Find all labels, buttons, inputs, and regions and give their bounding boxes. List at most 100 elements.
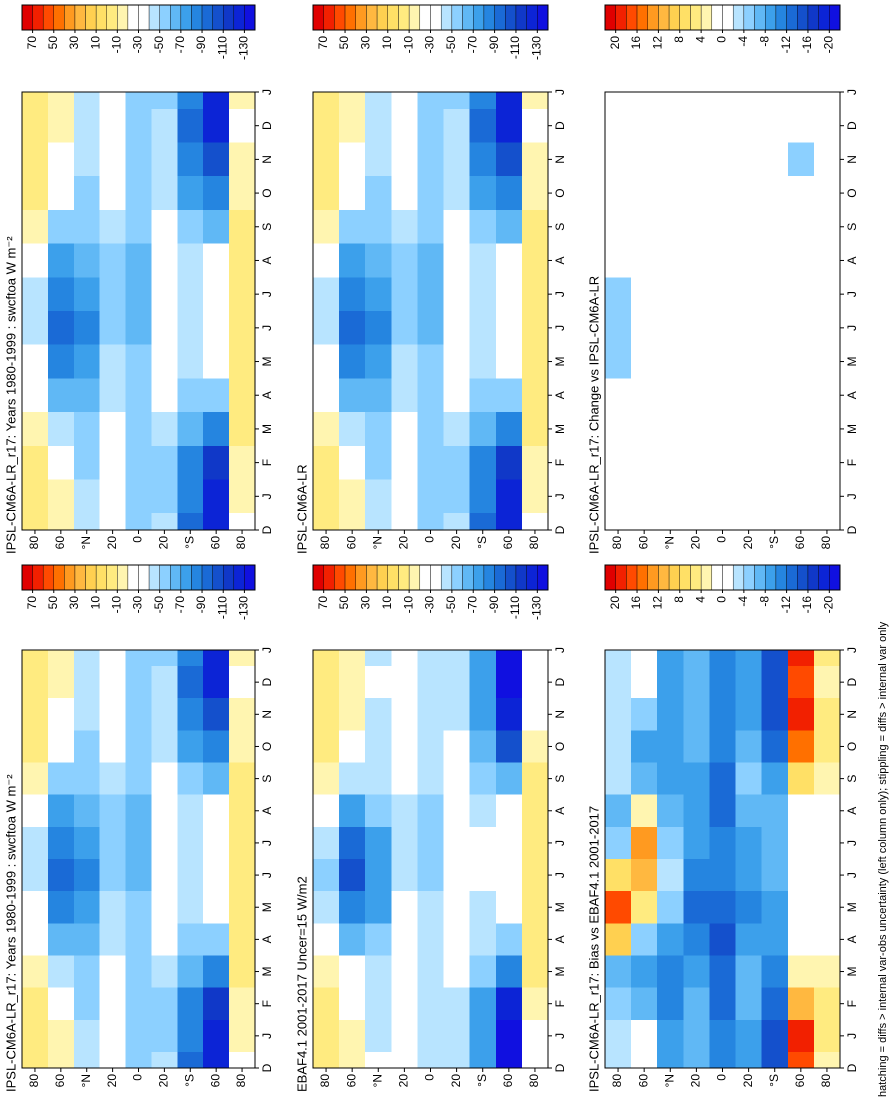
x-tick-label: D bbox=[553, 121, 567, 130]
cell bbox=[229, 890, 255, 924]
cell bbox=[73, 890, 101, 924]
cell bbox=[683, 276, 711, 311]
cell bbox=[735, 411, 763, 446]
cell bbox=[735, 377, 763, 413]
x-tick-label: O bbox=[260, 742, 274, 751]
cell bbox=[631, 175, 658, 210]
cell bbox=[787, 729, 815, 763]
colorbar-box bbox=[106, 4, 118, 31]
cell bbox=[313, 411, 340, 446]
cell bbox=[339, 650, 366, 667]
x-tick-label: A bbox=[260, 807, 274, 815]
cell bbox=[813, 858, 840, 892]
cell bbox=[761, 478, 789, 514]
cell bbox=[125, 276, 153, 311]
cell bbox=[47, 478, 75, 514]
colorbar-box bbox=[765, 564, 777, 591]
cell bbox=[631, 141, 658, 177]
cell bbox=[735, 954, 763, 988]
cell bbox=[417, 761, 445, 795]
cell bbox=[391, 729, 419, 763]
cell bbox=[761, 175, 789, 210]
colorbar-box bbox=[775, 564, 787, 591]
cell bbox=[631, 344, 658, 379]
cell bbox=[683, 411, 711, 446]
cell bbox=[125, 108, 153, 143]
colorbar-label: 50 bbox=[46, 596, 60, 610]
cell bbox=[631, 276, 658, 311]
cell bbox=[469, 665, 497, 699]
cell bbox=[339, 890, 366, 924]
colorbar-box bbox=[53, 564, 65, 591]
cell bbox=[761, 1019, 789, 1052]
cell bbox=[521, 445, 548, 480]
cell bbox=[229, 175, 255, 210]
cell bbox=[125, 445, 153, 480]
cell bbox=[365, 478, 392, 514]
cell bbox=[735, 209, 763, 244]
cell bbox=[631, 761, 658, 795]
y-tick-label: 80 bbox=[27, 1074, 41, 1088]
cell bbox=[339, 310, 366, 345]
y-tick-label: 60 bbox=[344, 1074, 358, 1088]
cell bbox=[47, 310, 75, 345]
colorbar-box bbox=[334, 564, 346, 591]
cell bbox=[631, 92, 658, 109]
cell bbox=[47, 890, 75, 924]
cell bbox=[683, 761, 711, 795]
cell bbox=[605, 108, 632, 143]
cell bbox=[391, 794, 419, 827]
colorbar-box bbox=[344, 564, 356, 591]
cell bbox=[22, 650, 49, 667]
cell bbox=[151, 761, 178, 795]
colorbar-label: 10 bbox=[380, 36, 394, 50]
cell bbox=[469, 650, 497, 667]
cell bbox=[47, 954, 75, 988]
cell bbox=[417, 729, 445, 763]
cell bbox=[605, 411, 632, 446]
cell bbox=[495, 411, 523, 446]
cell bbox=[469, 826, 497, 859]
cell bbox=[417, 665, 445, 699]
cell bbox=[683, 141, 711, 177]
cell bbox=[443, 1019, 471, 1052]
cell bbox=[735, 922, 763, 956]
cell bbox=[657, 276, 684, 311]
colorbar-label: -130 bbox=[529, 596, 543, 620]
cell bbox=[229, 310, 255, 345]
y-tick-label: °N bbox=[662, 1074, 676, 1087]
colorbar-label: -110 bbox=[215, 36, 229, 59]
colorbar-label: -20 bbox=[821, 36, 835, 54]
x-tick-label: A bbox=[845, 391, 859, 399]
field bbox=[313, 92, 548, 530]
cell bbox=[99, 175, 127, 210]
cell bbox=[391, 761, 419, 795]
cell bbox=[443, 108, 471, 143]
cell bbox=[99, 92, 127, 109]
cell bbox=[761, 890, 789, 924]
colorbar-box bbox=[679, 4, 691, 31]
colorbar-label: -12 bbox=[779, 36, 793, 54]
colorbar-label: 4 bbox=[693, 36, 707, 43]
cell bbox=[787, 411, 815, 446]
cell bbox=[683, 175, 711, 210]
colorbar-label: -110 bbox=[215, 596, 229, 619]
cell bbox=[605, 209, 632, 244]
cell bbox=[99, 697, 127, 731]
cell bbox=[365, 650, 392, 667]
cell bbox=[657, 310, 684, 345]
cell bbox=[761, 665, 789, 699]
colorbar-label: -50 bbox=[444, 596, 458, 614]
cell bbox=[521, 761, 548, 795]
y-tick-label: 20 bbox=[157, 536, 171, 550]
cell bbox=[443, 954, 471, 988]
x-tick-label: O bbox=[553, 742, 567, 751]
cell bbox=[735, 175, 763, 210]
cell bbox=[47, 108, 75, 143]
cell bbox=[605, 954, 632, 988]
cell bbox=[177, 209, 204, 244]
cell bbox=[99, 922, 127, 956]
cell bbox=[735, 445, 763, 480]
colorbar-label: 10 bbox=[88, 596, 102, 610]
y-tick-label: °S bbox=[767, 1074, 781, 1087]
